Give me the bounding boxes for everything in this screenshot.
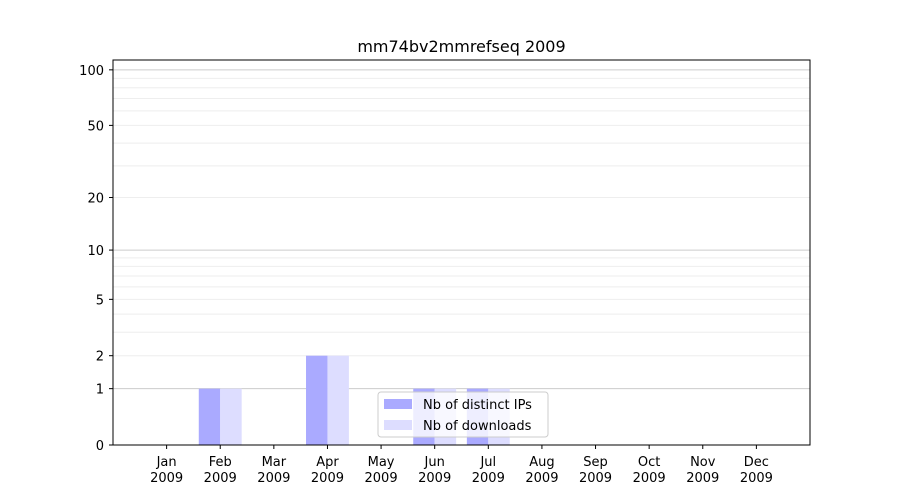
x-tick-label: Aug 2009 [525, 455, 558, 486]
legend-box [377, 391, 549, 438]
y-tick-label: 100 [79, 64, 104, 79]
bar-distinct-ips [198, 388, 221, 445]
bar-downloads [220, 388, 242, 445]
legend-label: Nb of downloads [423, 419, 532, 434]
x-tick-label: Dec 2009 [740, 455, 773, 486]
x-tick-label: Oct 2009 [633, 455, 666, 486]
y-tick-label: 10 [87, 244, 104, 259]
x-tick-label: Apr 2009 [311, 455, 344, 486]
bar-downloads [327, 355, 349, 445]
plot-frame [112, 59, 811, 446]
legend-swatch [384, 399, 412, 409]
x-tick-label: Jun 2009 [418, 455, 451, 486]
x-tick-label: Jan 2009 [150, 455, 183, 486]
y-tick-label: 5 [96, 293, 104, 308]
y-tick-label: 50 [87, 119, 104, 134]
x-tick-label: Jul 2009 [472, 455, 505, 486]
y-tick-label: 1 [96, 383, 104, 398]
y-tick-label: 20 [87, 192, 104, 207]
legend-label: Nb of distinct IPs [423, 398, 532, 413]
x-tick-label: Sep 2009 [579, 455, 612, 486]
x-tick-label: Mar 2009 [257, 455, 290, 486]
chart-title: mm74bv2mmrefseq 2009 [357, 37, 565, 56]
y-tick-label: 0 [96, 439, 104, 454]
x-tick-label: May 2009 [365, 455, 398, 486]
x-tick-label: Feb 2009 [204, 455, 237, 486]
x-tick-label: Nov 2009 [686, 455, 719, 486]
bar-distinct-ips [306, 355, 328, 445]
y-tick-label: 2 [96, 350, 104, 365]
legend-swatch [384, 420, 412, 430]
